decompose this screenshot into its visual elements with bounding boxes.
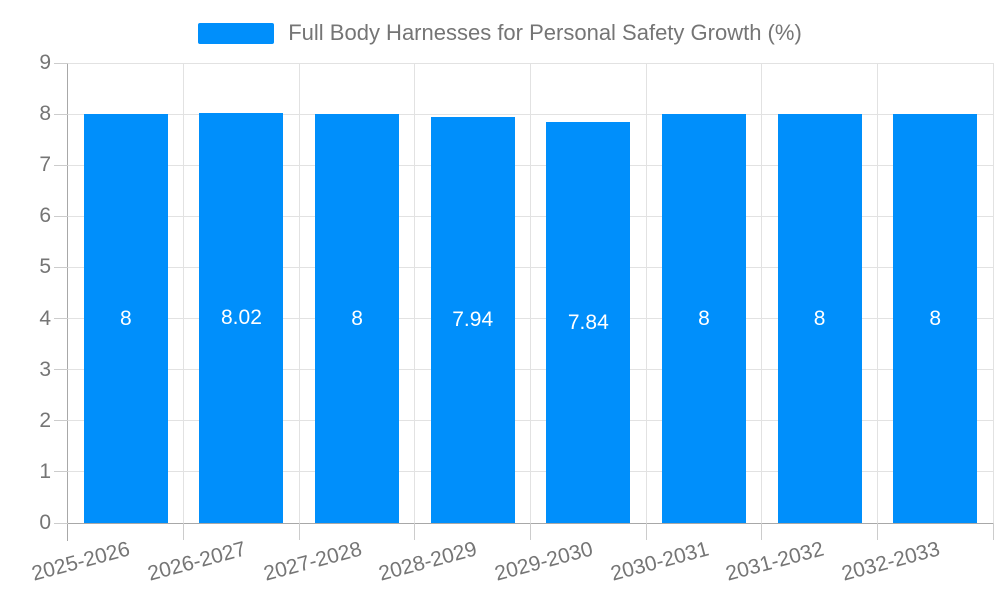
x-axis-tick-label: 2032-2033 <box>839 537 943 586</box>
x-axis-tick-label: 2027-2028 <box>260 537 364 586</box>
y-axis-tick-label: 0 <box>39 511 51 534</box>
x-gridline <box>298 63 300 523</box>
y-axis-tick <box>54 266 68 268</box>
bar-value-label: 8 <box>119 306 132 330</box>
legend-swatch-icon <box>198 22 275 44</box>
bar: 8 <box>893 114 978 523</box>
y-axis-tick-label: 5 <box>39 255 51 279</box>
y-axis-tick-label: 6 <box>39 204 51 228</box>
y-axis-tick <box>54 318 68 320</box>
x-axis-tick <box>414 523 416 540</box>
x-gridline <box>530 63 531 523</box>
x-axis-tick <box>876 523 878 540</box>
x-axis-tick-label: 2031-2032 <box>723 537 827 586</box>
x-axis-tick <box>298 523 300 540</box>
x-gridline <box>414 63 416 523</box>
y-axis-tick <box>54 113 68 115</box>
x-axis-tick <box>645 523 647 540</box>
x-gridline <box>761 63 763 523</box>
bar-value-label: 8 <box>351 306 363 330</box>
bar: 8 <box>83 114 168 523</box>
y-axis-tick <box>54 369 68 371</box>
x-axis-tick-label: 2030-2031 <box>607 537 711 586</box>
bar: 7.84 <box>546 122 631 523</box>
y-axis-tick-label: 3 <box>39 357 51 381</box>
x-gridline <box>992 63 994 523</box>
y-axis-tick <box>54 420 68 422</box>
bar: 8 <box>661 114 746 523</box>
y-axis-tick-label: 9 <box>39 51 51 74</box>
y-axis-line <box>67 63 68 541</box>
y-axis-tick <box>54 62 68 64</box>
y-axis-tick-label: 4 <box>39 306 51 330</box>
x-axis-tick-label: 2029-2030 <box>492 537 596 586</box>
legend-label: Full Body Harnesses for Personal Safety … <box>288 20 802 45</box>
x-gridline <box>645 63 647 523</box>
y-axis-tick <box>54 215 68 217</box>
x-axis-tick <box>530 523 531 540</box>
y-axis-tick-label: 7 <box>39 153 51 177</box>
x-axis-tick <box>183 523 185 540</box>
y-axis-tick <box>54 522 68 524</box>
y-axis-tick <box>54 471 68 473</box>
x-axis-tick-label: 2028-2029 <box>376 537 480 586</box>
legend-item[interactable]: Full Body Harnesses for Personal Safety … <box>198 20 802 46</box>
bar-value-label: 8 <box>929 306 942 330</box>
legend: Full Body Harnesses for Personal Safety … <box>0 20 1000 46</box>
x-axis-tick-label: 2026-2027 <box>145 537 249 586</box>
bar: 8.02 <box>199 113 284 523</box>
y-axis-tick <box>54 164 68 166</box>
plot-area: 8 8.02 8 7.94 7.84 8 8 8 <box>68 62 994 523</box>
x-axis-tick <box>761 523 763 540</box>
x-gridline <box>876 63 878 523</box>
bar: 7.94 <box>430 117 515 523</box>
x-gridline <box>183 63 185 523</box>
bar-value-label: 7.84 <box>567 310 609 334</box>
bar: 8 <box>315 114 400 523</box>
bar-value-label: 8 <box>813 306 826 330</box>
y-axis-tick-label: 2 <box>39 408 51 432</box>
y-axis-tick-label: 8 <box>39 102 51 126</box>
x-axis-tick-label: 2025-2026 <box>29 537 133 586</box>
bar-value-label: 8 <box>698 306 710 330</box>
bar-value-label: 7.94 <box>452 308 494 332</box>
bar-value-label: 8.02 <box>221 306 262 330</box>
y-axis-tick-label: 1 <box>39 459 51 483</box>
bar: 8 <box>777 114 862 523</box>
x-axis-tick <box>992 523 994 540</box>
